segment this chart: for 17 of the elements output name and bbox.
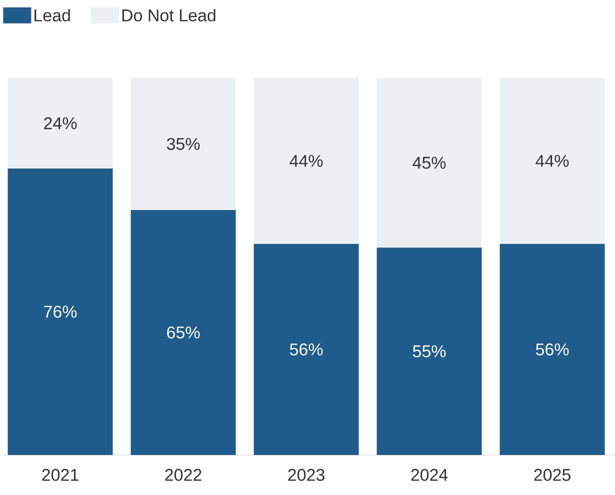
data-label: 56% (536, 343, 569, 356)
data-label: 76% (44, 306, 77, 318)
legend-label: Do Not Lead (122, 8, 216, 22)
x-tick-label: 2022 (165, 468, 202, 481)
data-label: 65% (167, 326, 200, 338)
data-label: 45% (412, 156, 446, 169)
x-tick-label: 2021 (42, 468, 78, 481)
x-tick-label: 2023 (288, 468, 324, 481)
legend-label: Lead (34, 8, 70, 22)
data-label: 55% (412, 345, 446, 358)
data-label: 35% (166, 138, 200, 150)
x-tick-label: 2024 (411, 468, 448, 481)
data-label: 24% (44, 117, 77, 130)
data-label: 44% (536, 154, 569, 167)
x-tick-label: 2025 (534, 468, 570, 481)
data-label: 44% (290, 154, 323, 167)
data-label: 56% (290, 343, 323, 356)
